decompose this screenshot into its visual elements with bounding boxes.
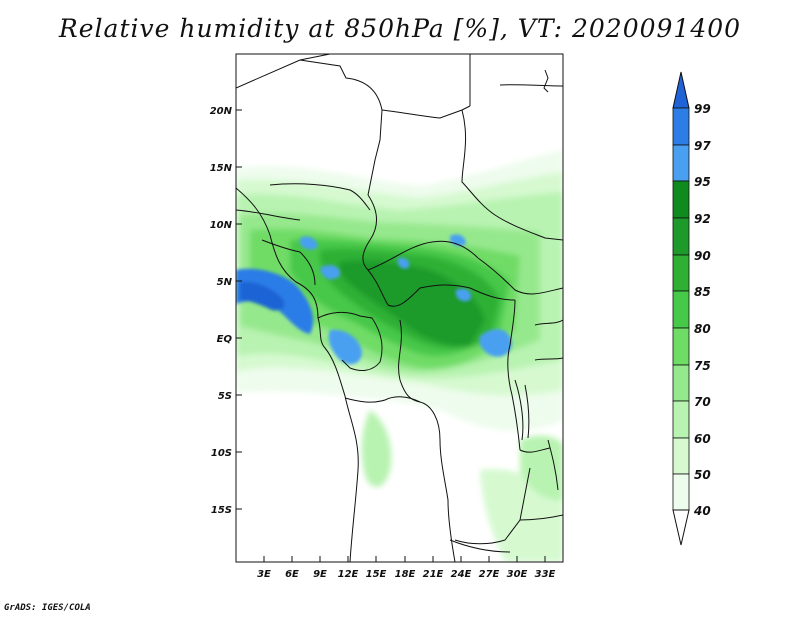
colorbar-label: 70 — [694, 395, 711, 409]
lon-label: 33E — [535, 569, 556, 580]
map-title: Relative humidity at 850hPa [%], VT: 202… — [58, 14, 742, 43]
lat-label: 20N — [210, 106, 233, 117]
lon-label: 3E — [257, 569, 271, 580]
lon-labels: 3E 6E 9E 12E 15E 18E 21E 24E 27E 30E 33E — [257, 569, 555, 580]
colorbar-swatch — [672, 400, 690, 439]
colorbar-label: 75 — [694, 359, 711, 373]
colorbar-label: 97 — [694, 139, 711, 153]
lat-label: EQ — [217, 334, 233, 345]
lon-label: 9E — [313, 569, 327, 580]
colorbar-swatch — [672, 290, 690, 329]
colorbar-label: 99 — [694, 102, 711, 116]
colorbar-swatch — [672, 437, 690, 475]
colorbar-swatch — [672, 144, 690, 182]
lat-ticks — [236, 109, 242, 510]
colorbar-label: 40 — [693, 504, 711, 518]
humidity-field — [236, 150, 563, 562]
lat-label: 5S — [218, 391, 232, 402]
colorbar-label: 60 — [694, 432, 711, 446]
colorbar-top-arrow — [672, 71, 690, 109]
lat-label: 5N — [217, 277, 233, 288]
lon-label: 6E — [285, 569, 299, 580]
colorbar-swatch — [672, 473, 690, 511]
lon-ticks — [263, 556, 546, 562]
colorbar-bottom-arrow — [672, 509, 690, 546]
lon-label: 24E — [451, 569, 472, 580]
colorbar-swatch — [672, 180, 690, 219]
lon-label: 30E — [507, 569, 528, 580]
grads-credit: GrADS: IGES/COLA — [4, 603, 91, 613]
lon-label: 27E — [479, 569, 500, 580]
lat-labels: 20N 15N 10N 5N EQ 5S 10S 15S — [210, 106, 233, 516]
lon-label: 12E — [338, 569, 359, 580]
lon-label: 15E — [366, 569, 387, 580]
lat-label: 15S — [211, 505, 232, 516]
colorbar-label: 92 — [694, 212, 711, 226]
colorbar-label: 50 — [694, 468, 711, 482]
colorbar-label: 80 — [694, 322, 711, 336]
colorbar-label: 85 — [694, 285, 711, 299]
colorbar-swatch — [672, 327, 690, 366]
colorbar-label: 90 — [694, 249, 711, 263]
map-frame — [235, 53, 564, 563]
colorbar-swatch — [672, 217, 690, 256]
colorbar-swatch — [672, 107, 690, 146]
colorbar-swatch — [672, 254, 690, 292]
colorbar-label: 95 — [694, 175, 711, 189]
lon-label: 21E — [423, 569, 444, 580]
lon-label: 18E — [395, 569, 416, 580]
colorbar-swatch — [672, 364, 690, 402]
lat-label: 10S — [211, 448, 232, 459]
lat-label: 10N — [210, 220, 233, 231]
country-borders — [236, 54, 563, 562]
lat-label: 15N — [210, 163, 233, 174]
colorbar: 99 97 95 92 90 85 80 75 70 60 50 40 — [672, 71, 711, 546]
